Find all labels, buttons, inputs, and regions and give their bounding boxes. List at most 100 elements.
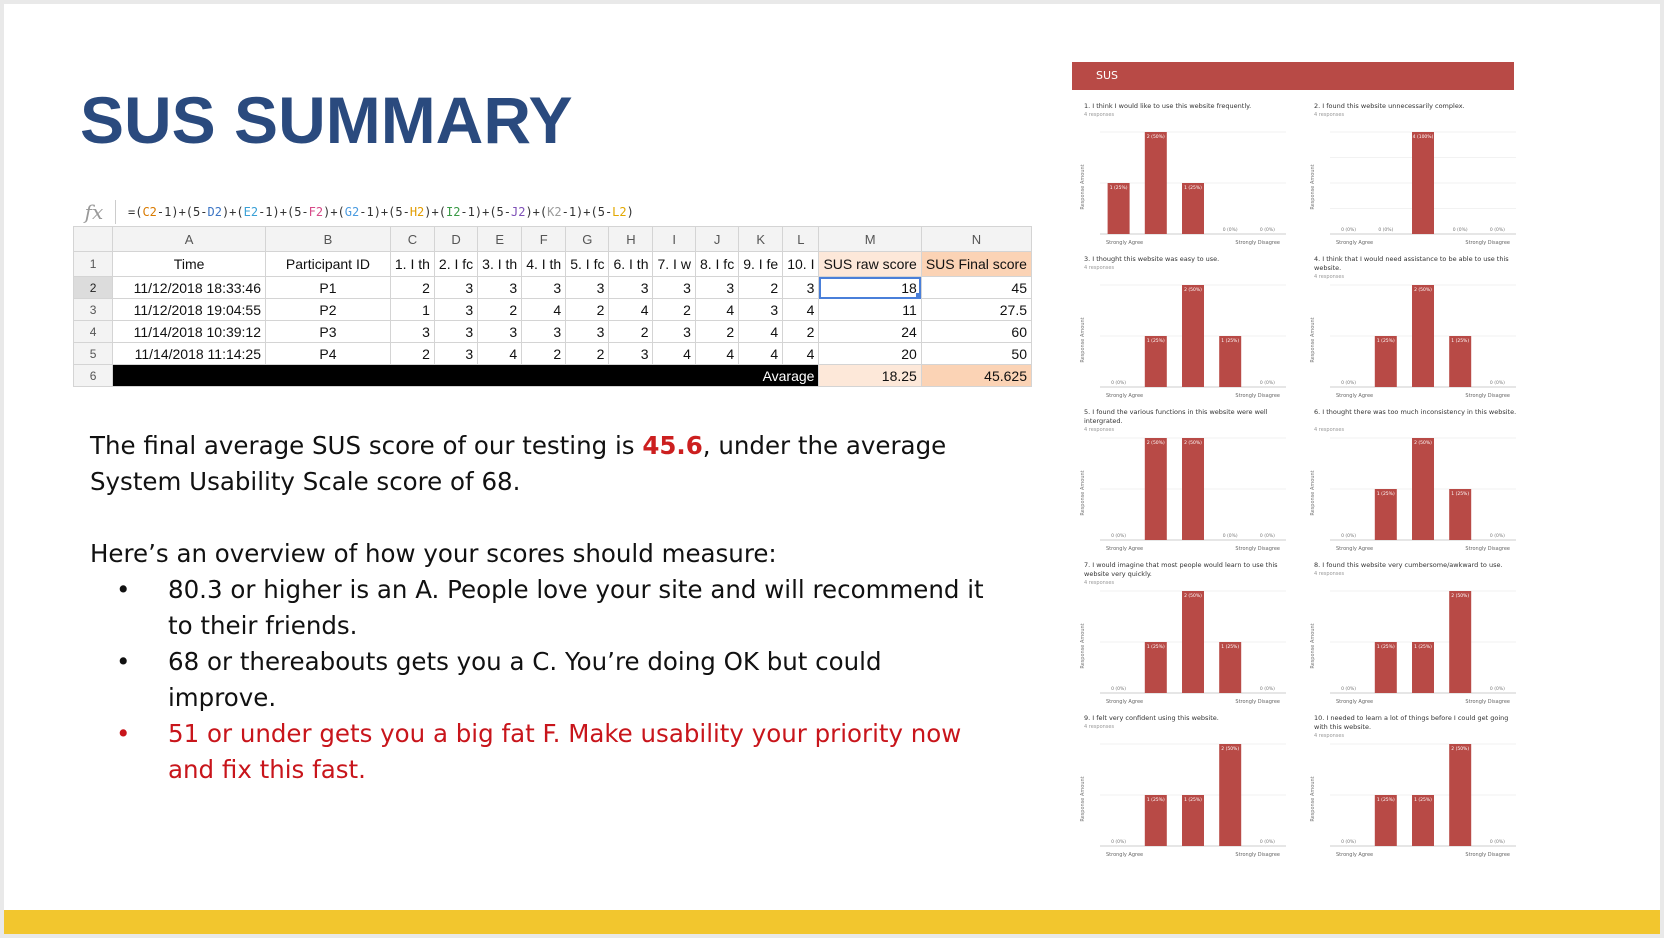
data-cell[interactable]: 2: [389, 276, 435, 299]
data-cell[interactable]: 3: [521, 320, 567, 343]
data-cell[interactable]: 24: [818, 320, 922, 343]
data-cell[interactable]: 3: [433, 320, 479, 343]
column-header-m[interactable]: M: [818, 226, 922, 252]
data-cell[interactable]: 3: [433, 342, 479, 365]
data-cell[interactable]: 11/12/2018 18:33:46: [112, 276, 267, 299]
data-cell[interactable]: 4: [608, 298, 654, 321]
data-cell[interactable]: 2: [565, 342, 610, 365]
data-cell[interactable]: 2: [652, 298, 696, 321]
column-header-h[interactable]: H: [608, 226, 654, 252]
header-cell[interactable]: Time: [112, 251, 267, 277]
data-cell[interactable]: 3: [433, 298, 479, 321]
column-header-l[interactable]: L: [782, 226, 820, 252]
column-header-n[interactable]: N: [920, 226, 1033, 252]
row-header[interactable]: 4: [72, 320, 114, 343]
select-all-corner[interactable]: [72, 226, 114, 252]
data-cell[interactable]: 11/14/2018 10:39:12: [112, 320, 267, 343]
header-cell[interactable]: 2. I fc: [433, 251, 479, 277]
data-cell[interactable]: 4: [782, 342, 820, 365]
data-cell[interactable]: 45: [920, 276, 1033, 299]
header-cell[interactable]: 8. I fc: [694, 251, 740, 277]
data-cell[interactable]: 2: [477, 298, 523, 321]
data-cell[interactable]: 4: [694, 342, 740, 365]
data-cell[interactable]: 3: [782, 276, 820, 299]
header-cell[interactable]: 9. I fe: [738, 251, 784, 277]
bar-data-label: 0 (0%): [1341, 533, 1356, 539]
data-cell[interactable]: 3: [565, 320, 610, 343]
data-cell[interactable]: 3: [433, 276, 479, 299]
data-cell[interactable]: P1: [265, 276, 391, 299]
header-cell[interactable]: Participant ID: [265, 251, 391, 277]
data-cell[interactable]: 3: [477, 276, 523, 299]
column-header-b[interactable]: B: [265, 226, 391, 252]
data-cell[interactable]: 3: [477, 320, 523, 343]
data-cell[interactable]: 3: [652, 276, 696, 299]
data-cell[interactable]: 2: [521, 342, 567, 365]
header-cell[interactable]: SUS Final score: [920, 251, 1033, 277]
column-header-g[interactable]: G: [565, 226, 610, 252]
data-cell[interactable]: 50: [920, 342, 1033, 365]
row-header[interactable]: 3: [72, 298, 114, 321]
row-header[interactable]: 6: [72, 364, 114, 387]
data-cell[interactable]: 11/14/2018 11:14:25: [112, 342, 267, 365]
row-header[interactable]: 2: [72, 276, 114, 299]
data-cell[interactable]: 18: [818, 276, 922, 299]
data-cell[interactable]: 2: [738, 276, 784, 299]
column-header-j[interactable]: J: [694, 226, 740, 252]
data-cell[interactable]: 11: [818, 298, 922, 321]
data-cell[interactable]: 60: [920, 320, 1033, 343]
data-cell[interactable]: 2: [782, 320, 820, 343]
header-cell[interactable]: 1. I th: [389, 251, 435, 277]
data-cell[interactable]: 3: [694, 276, 740, 299]
header-cell[interactable]: 7. I w: [652, 251, 696, 277]
spreadsheet-grid[interactable]: A B C D E F G H I J K L M N 1 Time Participant ID 1. I th…: [72, 226, 1033, 387]
data-cell[interactable]: 2: [608, 320, 654, 343]
data-cell[interactable]: 3: [652, 320, 696, 343]
fill-handle[interactable]: [915, 293, 921, 298]
average-raw-score[interactable]: 18.25: [818, 364, 922, 387]
header-cell[interactable]: SUS raw score: [818, 251, 922, 277]
header-cell[interactable]: 4. I th: [521, 251, 567, 277]
data-cell[interactable]: 3: [608, 276, 654, 299]
data-cell[interactable]: P2: [265, 298, 391, 321]
column-header-d[interactable]: D: [433, 226, 479, 252]
data-cell[interactable]: 4: [738, 320, 784, 343]
data-cell[interactable]: 4: [738, 342, 784, 365]
column-header-i[interactable]: I: [652, 226, 696, 252]
data-cell[interactable]: 4: [782, 298, 820, 321]
data-cell[interactable]: 27.5: [920, 298, 1033, 321]
data-cell[interactable]: 1: [389, 298, 435, 321]
formula-bar[interactable]: fx =(C2-1)+(5-D2)+(E2-1)+(5-F2)+(G2-1)+(…: [73, 198, 1032, 226]
data-cell[interactable]: 4: [521, 298, 567, 321]
data-cell[interactable]: 2: [389, 342, 435, 365]
data-cell[interactable]: 3: [738, 298, 784, 321]
data-cell[interactable]: 2: [694, 320, 740, 343]
data-cell[interactable]: 4: [477, 342, 523, 365]
data-cell[interactable]: 2: [565, 298, 610, 321]
data-cell[interactable]: P4: [265, 342, 391, 365]
column-header-f[interactable]: F: [521, 226, 567, 252]
row-header[interactable]: 5: [72, 342, 114, 365]
formula-text[interactable]: =(C2-1)+(5-D2)+(E2-1)+(5-F2)+(G2-1)+(5-H…: [128, 205, 634, 219]
header-cell[interactable]: 3. I th: [477, 251, 523, 277]
header-cell[interactable]: 5. I fc: [565, 251, 610, 277]
column-header-e[interactable]: E: [477, 226, 523, 252]
data-cell[interactable]: 3: [608, 342, 654, 365]
column-header-k[interactable]: K: [738, 226, 784, 252]
header-cell[interactable]: 10. I: [782, 251, 820, 277]
average-final-score[interactable]: 45.625: [920, 364, 1033, 387]
data-cell[interactable]: 20: [818, 342, 922, 365]
data-cell[interactable]: P3: [265, 320, 391, 343]
data-cell[interactable]: 3: [565, 276, 610, 299]
chart-bar: [1449, 336, 1472, 387]
header-cell[interactable]: 6. I th: [608, 251, 654, 277]
row-header[interactable]: 1: [72, 251, 114, 277]
data-cell[interactable]: 11/12/2018 19:04:55: [112, 298, 267, 321]
column-header-a[interactable]: A: [112, 226, 267, 252]
data-cell[interactable]: 4: [652, 342, 696, 365]
data-cell[interactable]: 4: [694, 298, 740, 321]
average-label-cell[interactable]: Avarage: [112, 364, 820, 387]
column-header-c[interactable]: C: [389, 226, 435, 252]
data-cell[interactable]: 3: [389, 320, 435, 343]
data-cell[interactable]: 3: [521, 276, 567, 299]
